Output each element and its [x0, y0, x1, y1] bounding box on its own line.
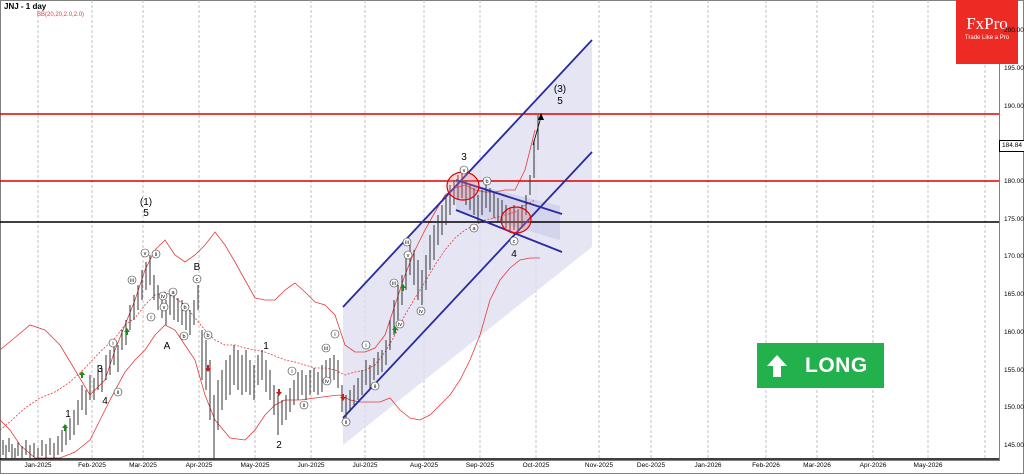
- svg-text:ii: ii: [345, 420, 347, 426]
- chart-title: JNJ - 1 day: [4, 2, 47, 11]
- price-axis: [999, 0, 1000, 460]
- x-tick: Jul-2025: [352, 462, 378, 469]
- svg-text:3: 3: [461, 152, 467, 163]
- signal-label: LONG: [805, 353, 868, 377]
- svg-text:iv: iv: [419, 309, 423, 315]
- x-tick: Jun-2025: [297, 462, 325, 469]
- svg-text:3: 3: [97, 364, 103, 375]
- indicator-label: BB(20,20,2.0,2.0): [37, 12, 85, 18]
- x-tick: Apr-2025: [185, 462, 213, 469]
- logo-tagline: Trade Like a Pro: [964, 35, 1010, 41]
- fxpro-logo: FxPro Trade Like a Pro: [956, 0, 1018, 64]
- svg-text:iv: iv: [325, 379, 329, 385]
- svg-text:1: 1: [263, 341, 269, 352]
- time-axis: [0, 460, 1000, 461]
- svg-text:c: c: [513, 239, 516, 245]
- svg-text:i: i: [365, 343, 366, 349]
- svg-text:v: v: [144, 251, 147, 257]
- y-tick: 150.00: [1004, 404, 1024, 411]
- x-tick: Sep-2025: [465, 462, 495, 469]
- x-tick: Nov-2025: [584, 462, 614, 469]
- svg-text:v: v: [407, 253, 410, 259]
- wave-labels: (1) 5 B A 1 3 4 1 2 3 4 (3) 5: [65, 84, 566, 451]
- svg-text:b: b: [183, 305, 186, 311]
- x-tick: Dec-2025: [636, 462, 666, 469]
- y-tick: 155.00: [1004, 367, 1024, 374]
- last-price-tag: 184.84: [999, 140, 1024, 152]
- svg-text:ii: ii: [374, 384, 376, 390]
- svg-text:i: i: [334, 332, 335, 338]
- price-chart[interactable]: (1) 5 B A 1 3 4 1 2 3 4 (3) 5 v ii iiiiv …: [0, 0, 1000, 474]
- y-tick: 160.00: [1004, 329, 1024, 336]
- svg-text:A: A: [164, 341, 171, 352]
- svg-text:a: a: [171, 290, 175, 296]
- svg-text:ii: ii: [303, 403, 305, 409]
- x-tick: Aug-2025: [409, 462, 439, 469]
- svg-text:iii: iii: [405, 240, 409, 246]
- x-tick: Jan-2025: [24, 462, 52, 469]
- svg-text:a: a: [472, 226, 476, 232]
- svg-text:ii: ii: [117, 390, 119, 396]
- candles: [2, 115, 539, 460]
- arrow-up-icon: [767, 354, 787, 377]
- logo-brand: FxPro: [966, 14, 1008, 33]
- svg-text:(1): (1): [140, 197, 152, 208]
- svg-text:2: 2: [276, 440, 282, 451]
- x-tick: May-2026: [913, 462, 943, 469]
- y-tick: 165.00: [1004, 291, 1024, 298]
- svg-text:(3): (3): [554, 84, 566, 95]
- svg-text:5: 5: [557, 96, 563, 107]
- svg-text:iii: iii: [392, 281, 396, 287]
- svg-text:v: v: [463, 168, 466, 174]
- arrow-head-icon: [538, 113, 544, 120]
- x-tick: Jan-2026: [694, 462, 722, 469]
- svg-text:v: v: [163, 305, 166, 311]
- ascending-channel[interactable]: [342, 39, 593, 419]
- x-tick: Feb-2026: [752, 462, 780, 469]
- y-tick: 175.00: [1004, 216, 1024, 223]
- svg-text:i: i: [112, 341, 113, 347]
- svg-text:c: c: [196, 277, 199, 283]
- x-tick: Apr-2026: [859, 462, 887, 469]
- svg-text:ii: ii: [155, 252, 157, 258]
- y-tick: 200.00: [1004, 27, 1024, 34]
- svg-text:iv: iv: [161, 294, 165, 300]
- svg-text:B: B: [194, 262, 201, 273]
- svg-text:i: i: [150, 315, 151, 321]
- svg-text:5: 5: [143, 208, 149, 219]
- svg-text:iv: iv: [398, 322, 402, 328]
- svg-text:iii: iii: [324, 346, 328, 352]
- svg-text:iii: iii: [130, 278, 134, 284]
- svg-text:1: 1: [65, 409, 71, 420]
- wave3-top-highlight: [446, 171, 480, 201]
- y-tick: 170.00: [1004, 253, 1024, 260]
- y-tick: 190.00: [1004, 103, 1024, 110]
- svg-text:b: b: [485, 179, 488, 185]
- wave4-bottom-highlight: [500, 206, 532, 234]
- sell-markers: [205, 365, 346, 401]
- svg-text:b: b: [182, 334, 185, 340]
- channel-shading: [343, 40, 592, 445]
- y-tick: 195.00: [1004, 65, 1024, 72]
- x-tick: Mar-2025: [129, 462, 157, 469]
- buy-markers: [62, 284, 406, 431]
- projection-arrow: [532, 116, 542, 146]
- svg-text:4: 4: [511, 249, 517, 260]
- x-tick: Oct-2025: [522, 462, 550, 469]
- x-tick: Mar-2026: [803, 462, 831, 469]
- y-tick: 180.00: [1004, 178, 1024, 185]
- svg-text:i: i: [291, 369, 292, 375]
- svg-text:4: 4: [102, 396, 108, 407]
- x-tick: May-2025: [240, 462, 270, 469]
- y-tick: 145.00: [1004, 442, 1024, 449]
- svg-text:b: b: [206, 333, 209, 339]
- x-tick: Feb-2025: [78, 462, 106, 469]
- long-signal-badge: LONG: [757, 343, 884, 388]
